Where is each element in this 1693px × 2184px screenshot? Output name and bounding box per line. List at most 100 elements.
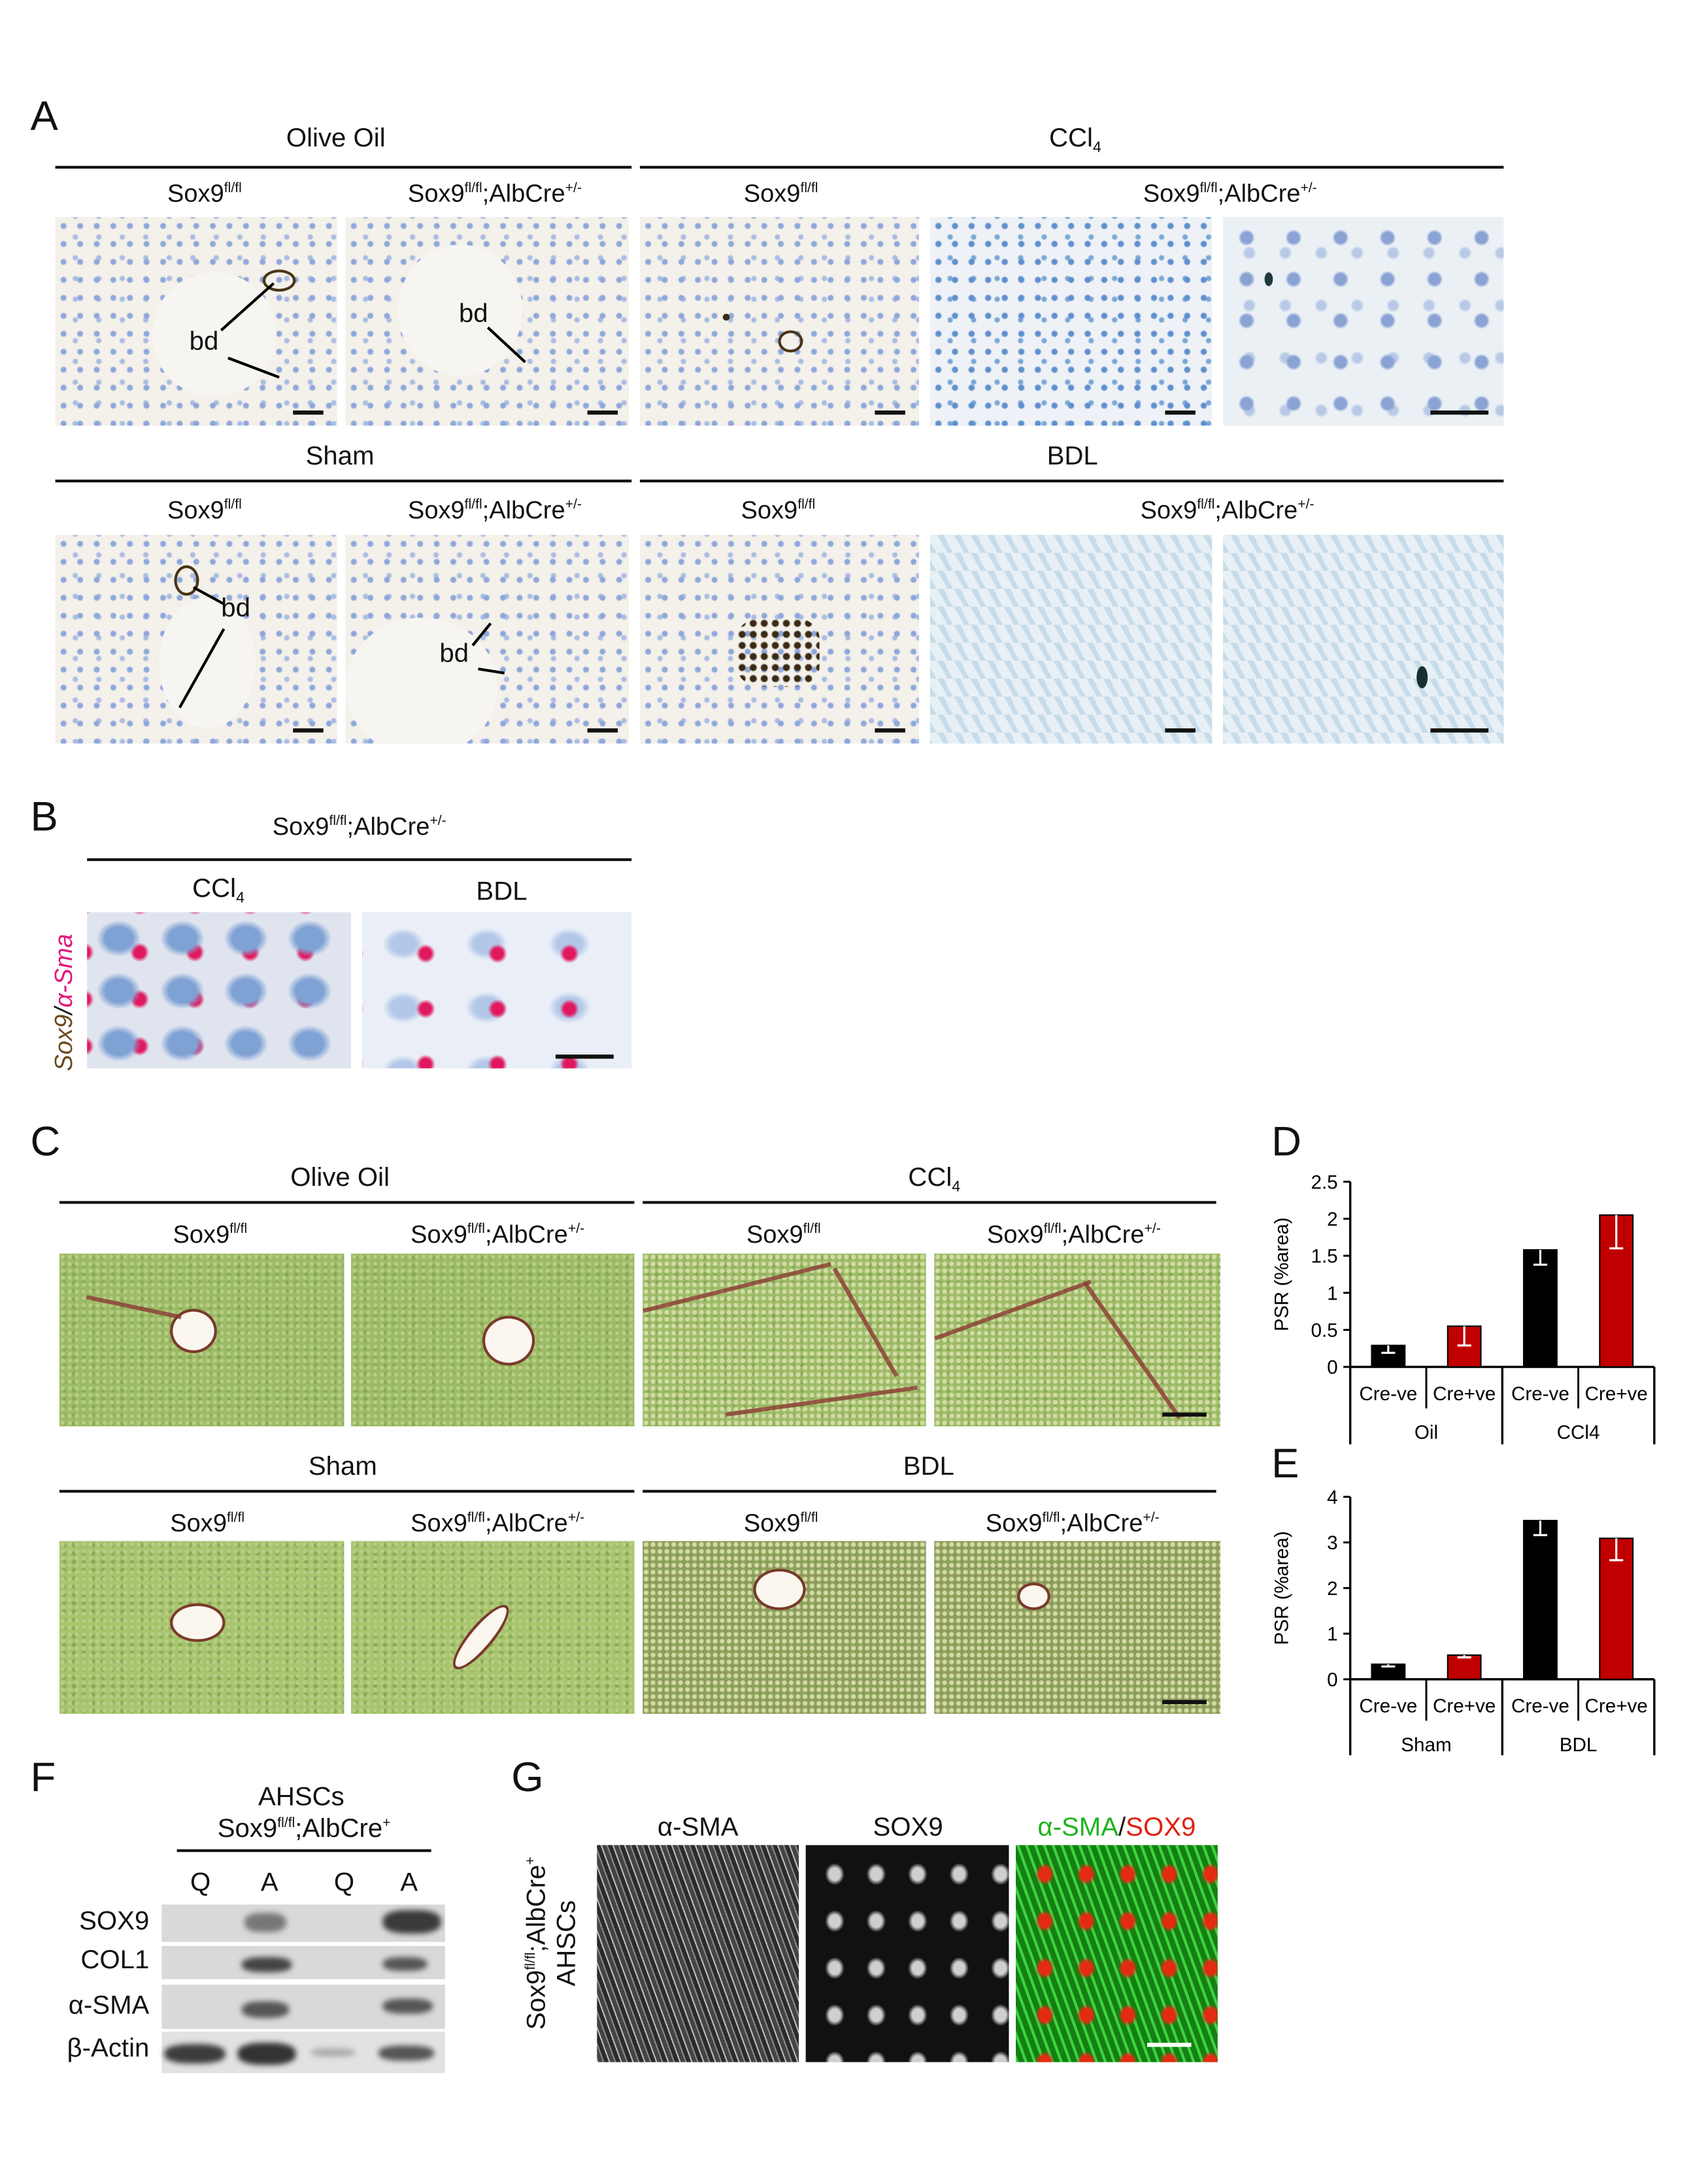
band bbox=[237, 2042, 296, 2065]
panel-label-e: E bbox=[1271, 1441, 1299, 1487]
bile-duct bbox=[778, 330, 803, 353]
divider bbox=[643, 1490, 1216, 1493]
psr-oil-control bbox=[59, 1253, 344, 1426]
x-category-label: Cre-ve bbox=[1511, 1383, 1569, 1405]
divider bbox=[639, 479, 1504, 482]
x-category-label: Cre+ve bbox=[1585, 1696, 1648, 1717]
ccl4-subscript: 4 bbox=[1092, 139, 1101, 156]
divider bbox=[176, 1849, 431, 1853]
blot-label-sox9: SOX9 bbox=[79, 1907, 150, 1937]
ductular-reaction bbox=[736, 618, 820, 687]
bd-label: bd bbox=[439, 639, 469, 669]
micrograph-bdl-knockout bbox=[930, 535, 1213, 744]
scale-bar bbox=[587, 728, 618, 733]
stain-label: Sox9/α-Sma bbox=[50, 933, 78, 1071]
genotype-knockout: Sox9fl/fl;AlbCre+/- bbox=[1143, 179, 1317, 208]
divider bbox=[59, 1201, 635, 1204]
genotype-control: Sox9fl/fl bbox=[170, 1509, 245, 1537]
stain-sma: α-Sma bbox=[50, 933, 78, 1008]
bd-label: bd bbox=[458, 299, 488, 329]
psr-bdl-control bbox=[643, 1541, 926, 1714]
psr-ccl4-control bbox=[643, 1253, 926, 1426]
genotype-knockout: Sox9fl/fl;AlbCre+/- bbox=[986, 1220, 1161, 1249]
panel-label-f: F bbox=[30, 1755, 56, 1801]
header-ccl4: CCl4 bbox=[192, 875, 245, 907]
collagen-septum bbox=[934, 1279, 1092, 1341]
divider bbox=[87, 858, 632, 862]
bar bbox=[1522, 1249, 1558, 1368]
scale-bar bbox=[1165, 728, 1196, 733]
genotype-knockout: Sox9fl/fl;AlbCre+/- bbox=[272, 813, 446, 841]
channel-label-sma: α-SMA bbox=[657, 1813, 739, 1843]
x-category-label: Cre+ve bbox=[1585, 1383, 1648, 1405]
lane-label: Q bbox=[190, 1868, 211, 1898]
x-category-label: Cre+ve bbox=[1433, 1696, 1496, 1717]
blot-col1 bbox=[161, 1945, 445, 1979]
scale-bar bbox=[1430, 410, 1489, 415]
x-category-label: Cre+ve bbox=[1433, 1383, 1496, 1405]
x-group-label: Oil bbox=[1415, 1422, 1438, 1443]
genotype-control: Sox9fl/fl bbox=[173, 1220, 248, 1249]
y-tick-label: 0.5 bbox=[1311, 1320, 1338, 1341]
band bbox=[164, 2044, 226, 2064]
vessel bbox=[345, 618, 498, 744]
micrograph-ccl4-knockout-zoom bbox=[1223, 216, 1504, 426]
header-olive-oil: Olive Oil bbox=[290, 1164, 390, 1193]
scale-bar bbox=[1162, 1412, 1207, 1417]
bd-label: bd bbox=[221, 594, 250, 624]
bar bbox=[1599, 1537, 1634, 1680]
psr-ccl4-knockout bbox=[934, 1253, 1220, 1426]
panel-label-g: G bbox=[511, 1755, 544, 1801]
chart-e: 0 1 2 3 4 PSR (%area) Cre-ve Cre+ve Cre-ve Cre+ve… bbox=[1271, 1487, 1656, 1756]
y-tick-label: 2 bbox=[1327, 1209, 1337, 1230]
psr-sham-knockout bbox=[351, 1541, 635, 1714]
scale-bar bbox=[293, 410, 324, 415]
header-ccl4: CCl4 bbox=[908, 1164, 961, 1196]
nucleus bbox=[1264, 272, 1273, 286]
vessel bbox=[1017, 1582, 1050, 1611]
genotype-knockout: Sox9fl/fl;AlbCre+/- bbox=[1140, 496, 1315, 524]
y-tick-label: 1.5 bbox=[1311, 1246, 1338, 1268]
vessel bbox=[170, 1603, 226, 1642]
collagen-septum bbox=[726, 1385, 918, 1417]
genotype-control: Sox9fl/fl bbox=[167, 496, 242, 524]
bar bbox=[1371, 1663, 1406, 1680]
y-tick-label: 0 bbox=[1327, 1357, 1337, 1379]
vessel bbox=[445, 1598, 517, 1677]
row-label: Sox9fl/fl;AlbCre+ AHSCs bbox=[517, 1833, 584, 2054]
sox9-positive-nucleus bbox=[722, 313, 730, 321]
psr-bdl-knockout bbox=[934, 1541, 1220, 1714]
bd-label: bd bbox=[189, 328, 219, 357]
x-group-label: BDL bbox=[1560, 1734, 1598, 1756]
collagen-septum bbox=[643, 1262, 831, 1313]
scale-bar bbox=[293, 728, 324, 733]
x-group-label: Sham bbox=[1401, 1734, 1451, 1756]
bd-pointer-line bbox=[486, 326, 526, 363]
header-olive-oil: Olive Oil bbox=[286, 124, 386, 154]
ccl4-text: CCl bbox=[1048, 124, 1093, 154]
x-category-label: Cre-ve bbox=[1359, 1383, 1417, 1405]
channel-label-merge: α-SMA/SOX9 bbox=[1037, 1813, 1196, 1843]
scale-bar bbox=[1165, 410, 1196, 415]
header-sham: Sham bbox=[305, 442, 375, 471]
divider bbox=[59, 1490, 635, 1493]
x-category-label: Cre-ve bbox=[1511, 1696, 1569, 1717]
y-tick-label: 0 bbox=[1327, 1669, 1337, 1690]
scale-bar bbox=[875, 410, 905, 415]
micrograph-oil-control: bd bbox=[55, 216, 337, 426]
cell-type-label: AHSCs bbox=[258, 1783, 344, 1812]
lane-label: Q bbox=[333, 1868, 355, 1898]
nucleus bbox=[1416, 666, 1428, 688]
scale-bar bbox=[1430, 728, 1489, 733]
blot-label-actin: β-Actin bbox=[67, 2034, 150, 2064]
genotype-control: Sox9fl/fl bbox=[167, 179, 242, 208]
bd-pointer-lines bbox=[178, 586, 226, 709]
genotype-knockout: Sox9fl/fl;AlbCre+/- bbox=[407, 179, 582, 208]
divider bbox=[55, 165, 632, 169]
genotype-control: Sox9fl/fl bbox=[741, 496, 816, 524]
blot-label-col1: COL1 bbox=[80, 1945, 150, 1975]
divider bbox=[643, 1201, 1216, 1204]
band bbox=[378, 2045, 434, 2061]
header-sham: Sham bbox=[308, 1453, 377, 1482]
